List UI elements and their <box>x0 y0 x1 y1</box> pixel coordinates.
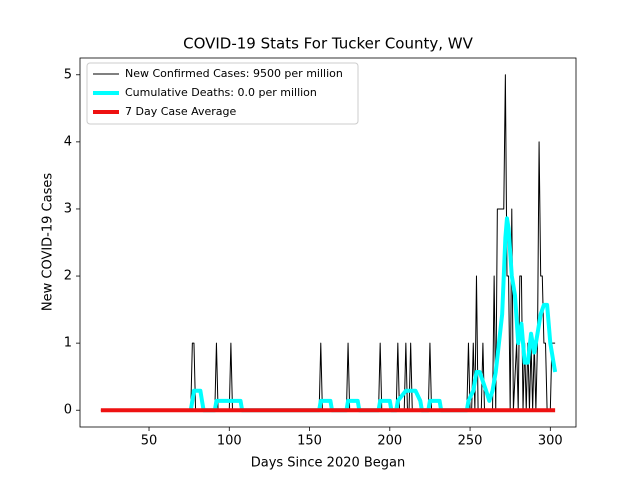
y-tick-label: 0 <box>64 403 72 418</box>
x-tick-label: 100 <box>217 434 242 449</box>
y-tick-label: 2 <box>64 269 72 284</box>
x-tick-label: 300 <box>538 434 563 449</box>
series-line <box>100 74 556 411</box>
x-tick-label: 50 <box>141 434 158 449</box>
x-axis-label: Days Since 2020 Began <box>251 456 406 471</box>
legend-label: Cumulative Deaths: 0.0 per million <box>125 86 317 99</box>
y-tick-label: 5 <box>64 67 72 82</box>
legend-label: 7 Day Case Average <box>125 105 237 118</box>
plot-frame <box>79 57 577 428</box>
y-tick-label: 3 <box>64 201 72 216</box>
y-axis-label: New COVID-19 Cases <box>41 173 56 311</box>
legend-label: New Confirmed Cases: 9500 per million <box>125 67 343 80</box>
x-tick-label: 150 <box>297 434 322 449</box>
legend-box <box>86 62 359 125</box>
y-tick-label: 4 <box>64 134 72 149</box>
y-tick-label: 1 <box>64 336 72 351</box>
x-tick-label: 250 <box>458 434 483 449</box>
series-line <box>188 216 558 413</box>
x-tick-label: 200 <box>377 434 402 449</box>
chart-title: COVID-19 Stats For Tucker County, WV <box>183 35 474 53</box>
